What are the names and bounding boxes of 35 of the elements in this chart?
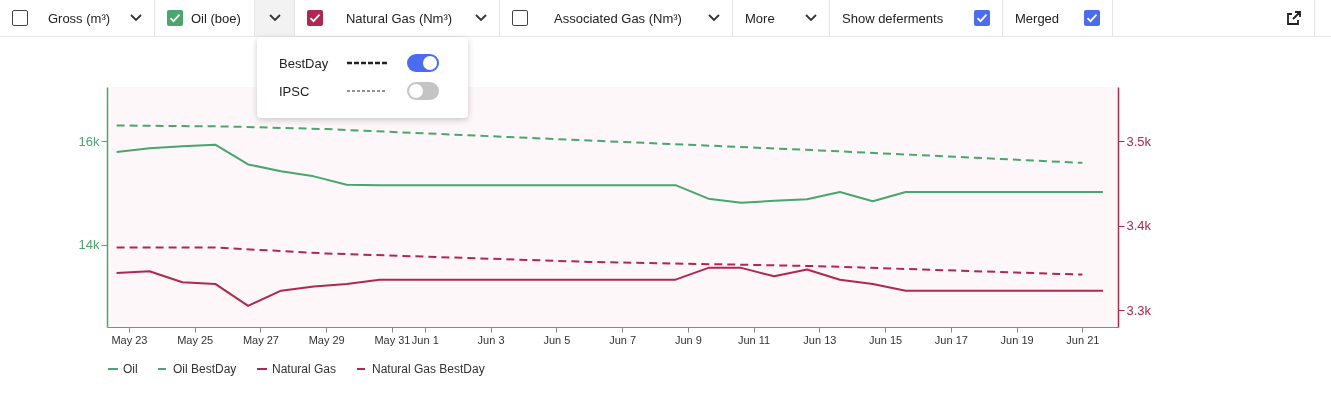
legend-label: Oil BestDay (173, 362, 237, 376)
x-tick-label: May 27 (242, 333, 279, 346)
x-tick-label: Jun 17 (934, 333, 968, 346)
x-tick-label: Jun 9 (674, 333, 702, 346)
x-tick-label: Jun 3 (477, 333, 505, 346)
legend-label: Oil (123, 362, 138, 376)
x-tick-label: Jun 21 (1066, 333, 1100, 346)
x-tick-label: May 25 (177, 333, 214, 346)
line-series (115, 143, 1104, 204)
x-tick-label: Jun 15 (869, 333, 903, 346)
text: More (745, 10, 775, 26)
text: Gross (m³) (47, 10, 111, 26)
x-tick-label: May 31 (374, 333, 411, 346)
x-tick-label: Jun 19 (1000, 333, 1034, 346)
annotation: IPSC (279, 83, 311, 99)
y2-tick-label: 3.3k (1126, 302, 1152, 318)
text: Natural Gas (Nm³) (345, 10, 453, 26)
y2-tick-label: 3.4k (1126, 218, 1152, 234)
legend-label: Natural Gas (272, 362, 337, 376)
text: Associated Gas (Nm³) (554, 10, 682, 26)
text: Merged (1015, 10, 1060, 26)
text: Show deferments (842, 10, 944, 26)
dropdown-menu: BestDay IPSC (257, 37, 468, 118)
x-tick-label: Jun 13 (803, 333, 837, 346)
x-tick-label: May 23 (111, 333, 148, 346)
x-tick-label: May 29 (308, 333, 345, 346)
x-tick-label: Jun 1 (411, 333, 439, 346)
y2-tick-label: 3.5k (1126, 133, 1152, 149)
y-tick-label: 14k (78, 237, 100, 253)
x-tick-label: Jun 7 (609, 333, 637, 346)
legend-label: Natural Gas BestDay (372, 362, 485, 376)
text: Oil (boe) (191, 10, 241, 26)
x-tick-label: Jun 5 (543, 333, 571, 346)
x-tick-label: Jun 11 (737, 333, 771, 346)
y-tick-label: 16k (78, 133, 100, 149)
